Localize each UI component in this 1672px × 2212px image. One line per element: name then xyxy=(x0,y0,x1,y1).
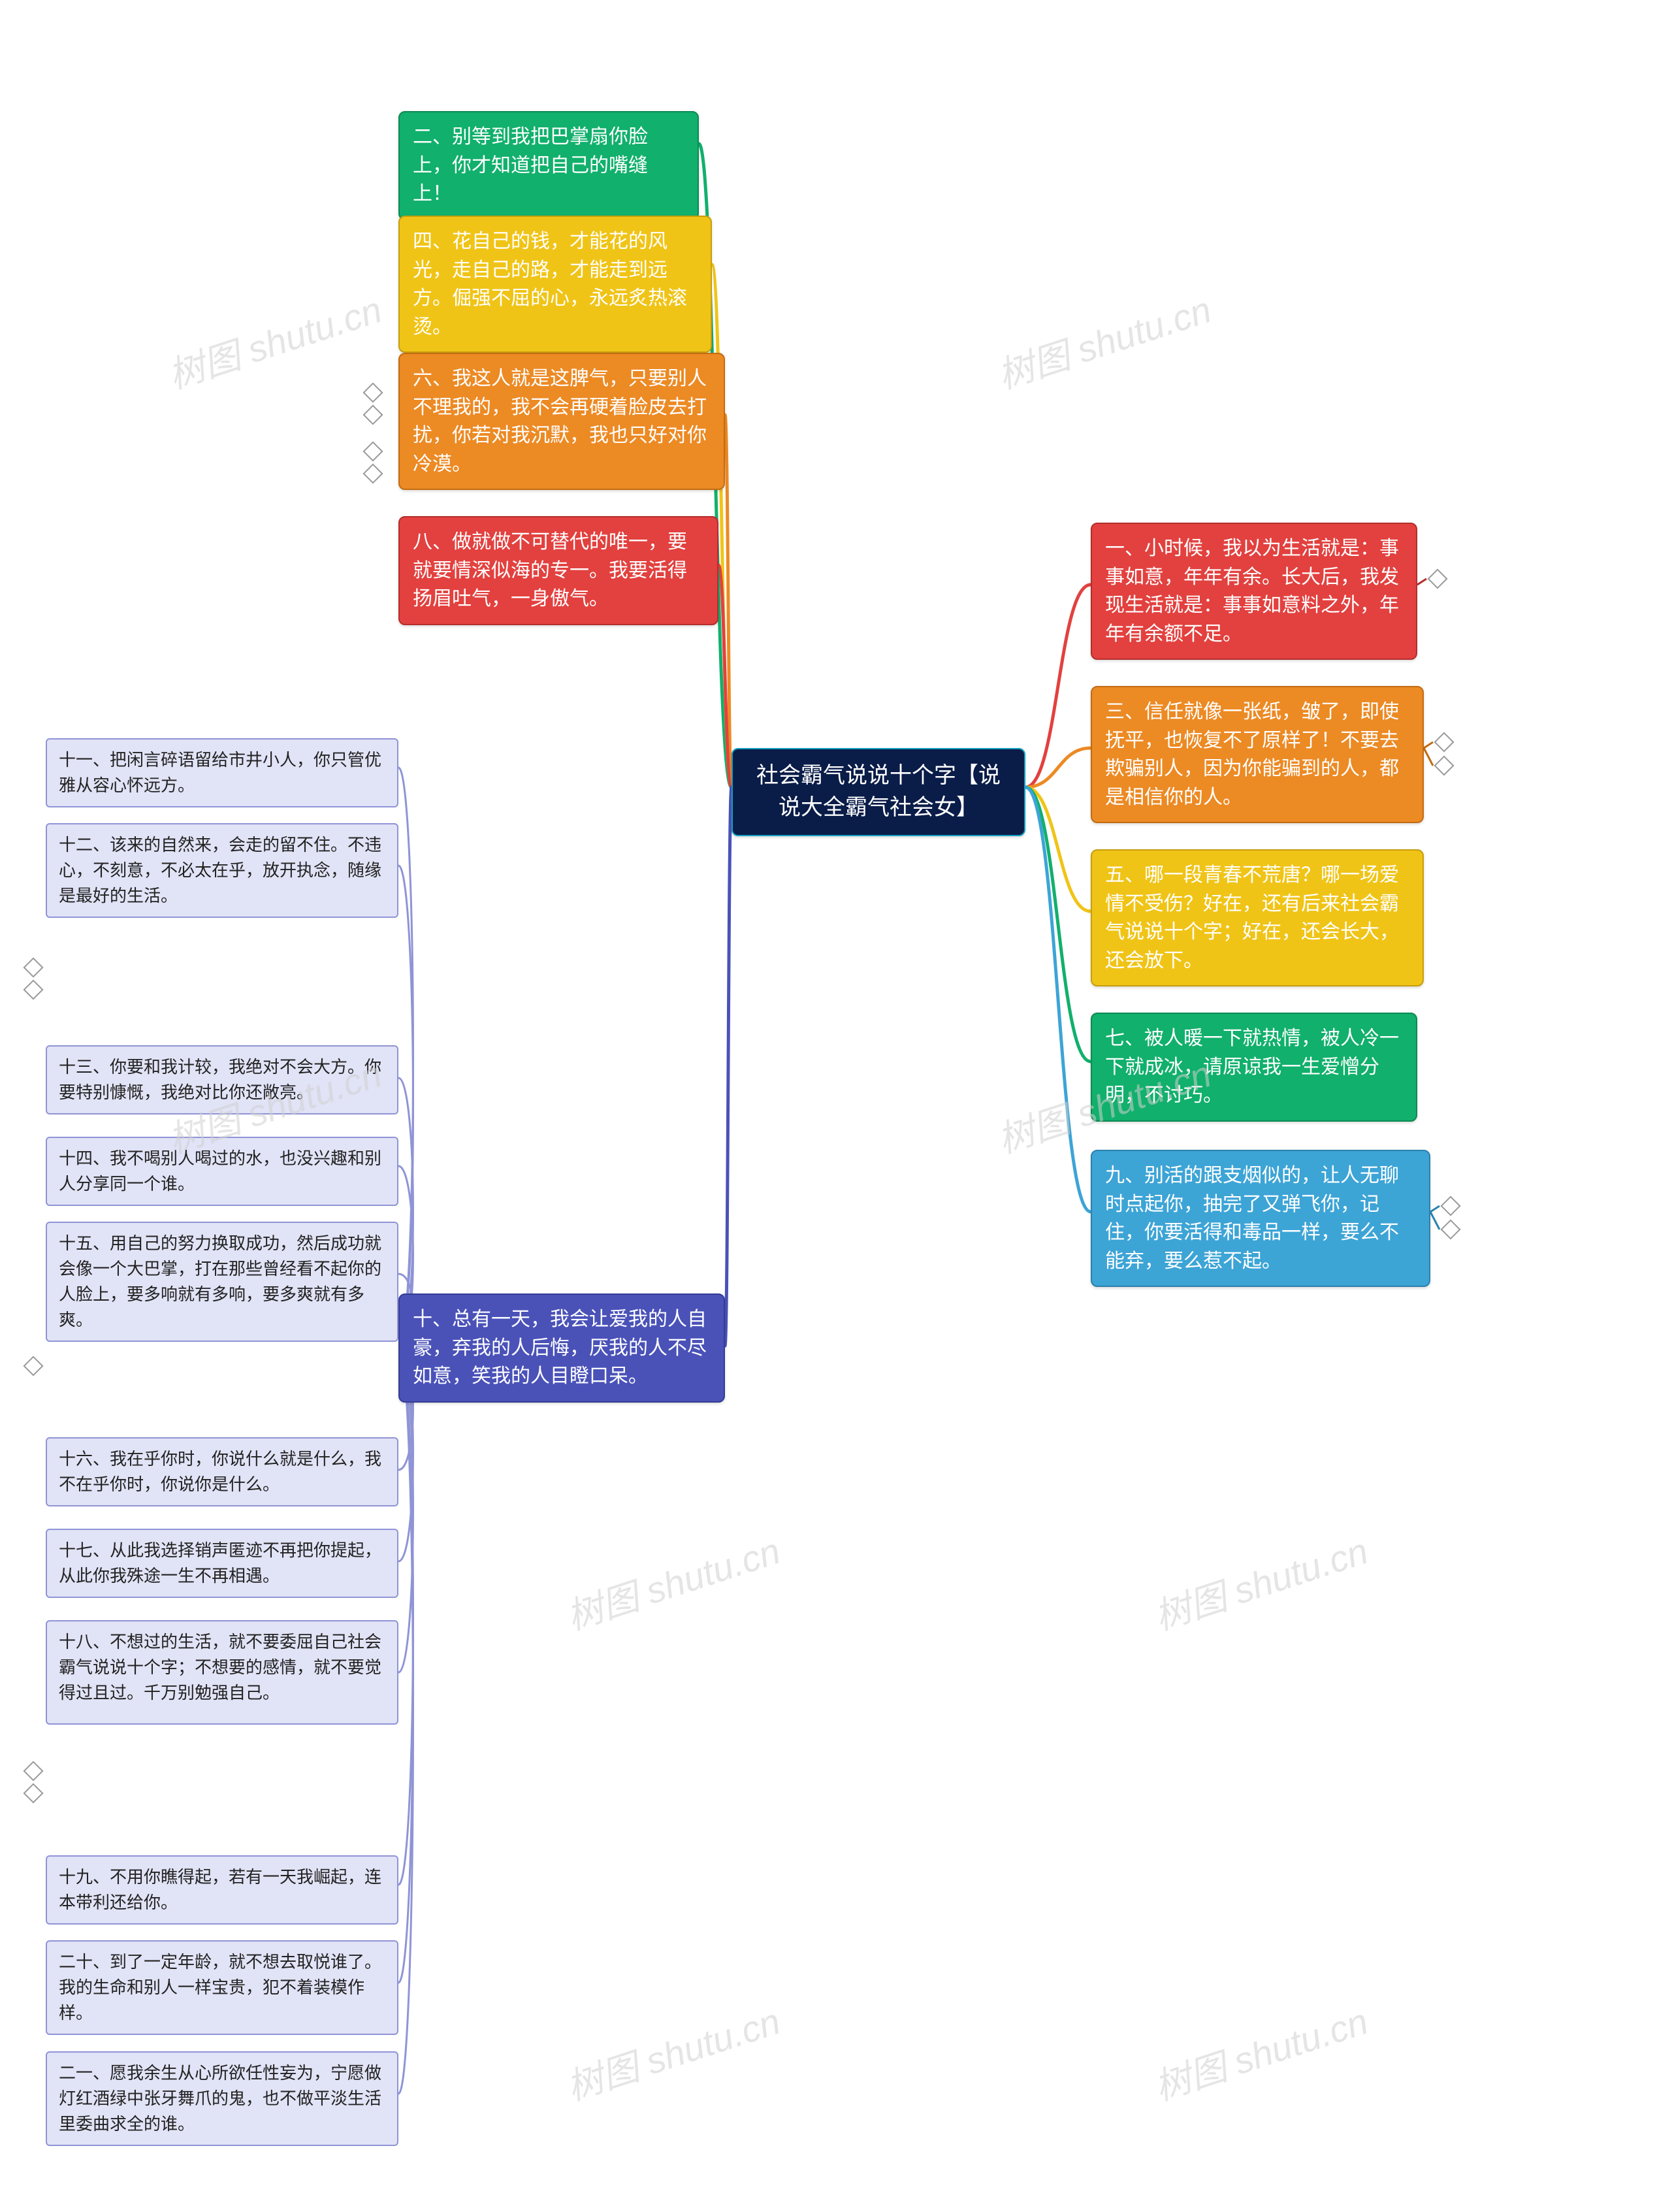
branch-label: 八、做就做不可替代的唯一，要就要情深似海的专一。我要活得扬眉吐气，一身傲气。 xyxy=(413,531,687,610)
collapse-marker-icon[interactable] xyxy=(23,1761,43,1781)
leaf-label: 十三、你要和我计较，我绝对不会大方。你要特别慷慨，我绝对比你还敞亮。 xyxy=(59,1057,381,1102)
watermark: 树图 shutu.cn xyxy=(559,1992,786,2111)
leaf-node-l13[interactable]: 十三、你要和我计较，我绝对不会大方。你要特别慷慨，我绝对比你还敞亮。 xyxy=(46,1045,398,1114)
watermark: 树图 shutu.cn xyxy=(559,1522,786,1641)
leaf-node-l14[interactable]: 十四、我不喝别人喝过的水，也没兴趣和别人分享同一个谁。 xyxy=(46,1137,398,1206)
leaf-label: 十一、把闲言碎语留给市井小人，你只管优雅从容心怀远方。 xyxy=(59,750,381,795)
watermark: 树图 shutu.cn xyxy=(1147,1522,1374,1641)
leaf-label: 十四、我不喝别人喝过的水，也没兴趣和别人分享同一个谁。 xyxy=(59,1148,381,1194)
collapse-marker-icon[interactable] xyxy=(23,979,43,1000)
collapse-marker-icon[interactable] xyxy=(1440,1219,1460,1239)
root-label: 社会霸气说说十个字【说说大全霸气社会女】 xyxy=(756,763,1001,820)
collapse-marker-icon[interactable] xyxy=(362,441,383,461)
branch-node-b6[interactable]: 六、我这人就是这脾气，只要别人不理我的，我不会再硬着脸皮去打扰，你若对我沉默，我… xyxy=(398,353,725,490)
leaf-node-l15[interactable]: 十五、用自己的努力换取成功，然后成功就会像一个大巴掌，打在那些曾经看不起你的人脸… xyxy=(46,1222,398,1342)
branch-node-b5[interactable]: 五、哪一段青春不荒唐？哪一场爱情不受伤？好在，还有后来社会霸气说说十个字；好在，… xyxy=(1091,849,1424,986)
collapse-marker-icon[interactable] xyxy=(1440,1195,1460,1216)
leaf-node-l17[interactable]: 十七、从此我选择销声匿迹不再把你提起，从此你我殊途一生不再相遇。 xyxy=(46,1529,398,1598)
watermark: 树图 shutu.cn xyxy=(161,281,388,400)
branch-node-b10[interactable]: 十、总有一天，我会让爱我的人自豪，弃我的人后悔，厌我的人不尽如意，笑我的人目瞪口… xyxy=(398,1293,725,1403)
collapse-marker-icon[interactable] xyxy=(1427,568,1447,589)
leaf-label: 十二、该来的自然来，会走的留不住。不违心，不刻意，不必太在乎，放开执念，随缘是最… xyxy=(59,835,381,905)
leaf-label: 十九、不用你瞧得起，若有一天我崛起，连本带利还给你。 xyxy=(59,1867,381,1912)
root-node[interactable]: 社会霸气说说十个字【说说大全霸气社会女】 xyxy=(732,748,1025,836)
leaf-label: 二十、到了一定年龄，就不想去取悦谁了。我的生命和别人一样宝贵，犯不着装模作样。 xyxy=(59,1952,381,2023)
branch-node-b1[interactable]: 一、小时候，我以为生活就是：事事如意，年年有余。长大后，我发现生活就是：事事如意… xyxy=(1091,523,1417,660)
collapse-marker-icon[interactable] xyxy=(1434,732,1454,752)
branch-label: 五、哪一段青春不荒唐？哪一场爱情不受伤？好在，还有后来社会霸气说说十个字；好在，… xyxy=(1105,864,1399,971)
watermark: 树图 shutu.cn xyxy=(990,281,1217,400)
branch-label: 三、信任就像一张纸，皱了，即使抚平，也恢复不了原样了！不要去欺骗别人，因为你能骗… xyxy=(1105,701,1399,808)
leaf-node-l18[interactable]: 十八、不想过的生活，就不要委屈自己社会霸气说说十个字；不想要的感情，就不要觉得过… xyxy=(46,1620,398,1725)
collapse-marker-icon[interactable] xyxy=(1434,755,1454,775)
leaf-label: 十五、用自己的努力换取成功，然后成功就会像一个大巴掌，打在那些曾经看不起你的人脸… xyxy=(59,1233,381,1329)
leaf-label: 二一、愿我余生从心所欲任性妄为，宁愿做灯红酒绿中张牙舞爪的鬼，也不做平淡生活里委… xyxy=(59,2063,381,2134)
branch-node-b8[interactable]: 八、做就做不可替代的唯一，要就要情深似海的专一。我要活得扬眉吐气，一身傲气。 xyxy=(398,516,718,625)
branch-label: 十、总有一天，我会让爱我的人自豪，弃我的人后悔，厌我的人不尽如意，笑我的人目瞪口… xyxy=(413,1309,707,1387)
leaf-node-l20[interactable]: 二十、到了一定年龄，就不想去取悦谁了。我的生命和别人一样宝贵，犯不着装模作样。 xyxy=(46,1940,398,2035)
branch-label: 九、别活的跟支烟似的，让人无聊时点起你，抽完了又弹飞你，记住，你要活得和毒品一样… xyxy=(1105,1165,1399,1272)
watermark: 树图 shutu.cn xyxy=(1147,1992,1374,2111)
branch-label: 六、我这人就是这脾气，只要别人不理我的，我不会再硬着脸皮去打扰，你若对我沉默，我… xyxy=(413,368,707,475)
leaf-label: 十七、从此我选择销声匿迹不再把你提起，从此你我殊途一生不再相遇。 xyxy=(59,1540,381,1586)
leaf-node-l21[interactable]: 二一、愿我余生从心所欲任性妄为，宁愿做灯红酒绿中张牙舞爪的鬼，也不做平淡生活里委… xyxy=(46,2051,398,2146)
collapse-marker-icon[interactable] xyxy=(362,463,383,483)
leaf-label: 十六、我在乎你时，你说什么就是什么，我不在乎你时，你说你是什么。 xyxy=(59,1449,381,1494)
leaf-node-l11[interactable]: 十一、把闲言碎语留给市井小人，你只管优雅从容心怀远方。 xyxy=(46,738,398,807)
leaf-node-l12[interactable]: 十二、该来的自然来，会走的留不住。不违心，不刻意，不必太在乎，放开执念，随缘是最… xyxy=(46,823,398,918)
collapse-marker-icon[interactable] xyxy=(23,1783,43,1803)
branch-label: 七、被人暖一下就热情，被人冷一下就成冰，请原谅我一生爱憎分明，不讨巧。 xyxy=(1105,1028,1399,1106)
leaf-node-l16[interactable]: 十六、我在乎你时，你说什么就是什么，我不在乎你时，你说你是什么。 xyxy=(46,1437,398,1506)
leaf-node-l19[interactable]: 十九、不用你瞧得起，若有一天我崛起，连本带利还给你。 xyxy=(46,1855,398,1925)
branch-label: 四、花自己的钱，才能花的风光，走自己的路，才能走到远方。倔强不屈的心，永远炙热滚… xyxy=(413,231,687,338)
branch-node-b7[interactable]: 七、被人暖一下就热情，被人冷一下就成冰，请原谅我一生爱憎分明，不讨巧。 xyxy=(1091,1013,1417,1122)
collapse-marker-icon[interactable] xyxy=(362,404,383,425)
collapse-marker-icon[interactable] xyxy=(362,382,383,402)
branch-node-b9[interactable]: 九、别活的跟支烟似的，让人无聊时点起你，抽完了又弹飞你，记住，你要活得和毒品一样… xyxy=(1091,1150,1430,1287)
collapse-marker-icon[interactable] xyxy=(23,1356,43,1376)
branch-node-b2[interactable]: 二、别等到我把巴掌扇你脸上，你才知道把自己的嘴缝上！ xyxy=(398,111,699,220)
collapse-marker-icon[interactable] xyxy=(23,957,43,977)
branch-node-b3[interactable]: 三、信任就像一张纸，皱了，即使抚平，也恢复不了原样了！不要去欺骗别人，因为你能骗… xyxy=(1091,686,1424,823)
branch-node-b4[interactable]: 四、花自己的钱，才能花的风光，走自己的路，才能走到远方。倔强不屈的心，永远炙热滚… xyxy=(398,216,712,353)
leaf-label: 十八、不想过的生活，就不要委屈自己社会霸气说说十个字；不想要的感情，就不要觉得过… xyxy=(59,1632,381,1702)
branch-label: 一、小时候，我以为生活就是：事事如意，年年有余。长大后，我发现生活就是：事事如意… xyxy=(1105,538,1399,645)
branch-label: 二、别等到我把巴掌扇你脸上，你才知道把自己的嘴缝上！ xyxy=(413,126,648,204)
